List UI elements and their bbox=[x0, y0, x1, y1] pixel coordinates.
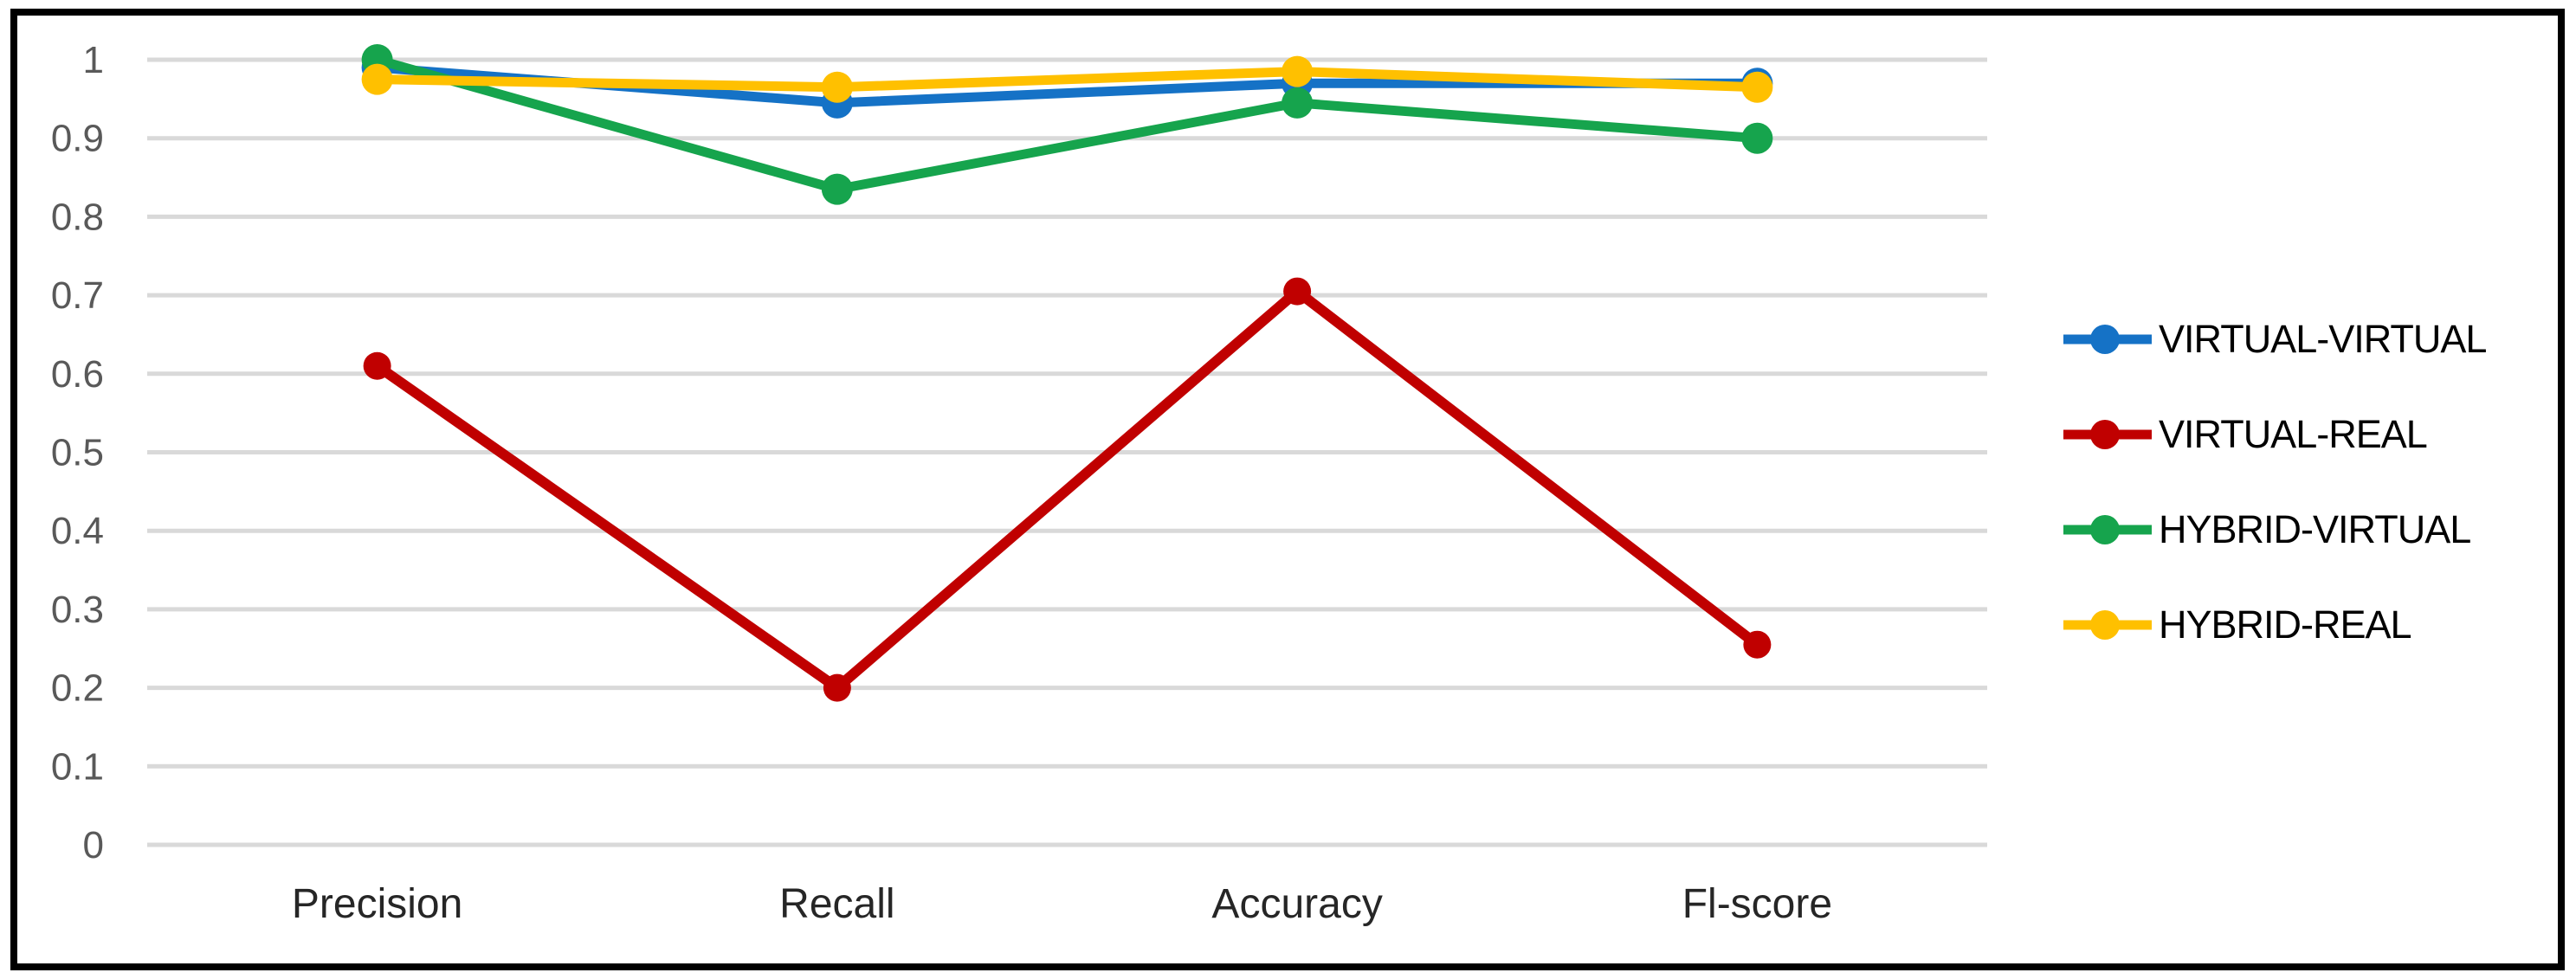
data-point-virtual-real-precision bbox=[363, 351, 391, 380]
legend-line-marker-icon bbox=[2063, 325, 2152, 354]
y-axis-tick-label: 0.3 bbox=[51, 589, 104, 631]
legend-item-hybrid-virtual: HYBRID-VIRTUAL bbox=[2063, 509, 2486, 551]
legend-item-virtual-virtual: VIRTUAL-VIRTUAL bbox=[2063, 317, 2487, 361]
y-axis-tick-label: 1 bbox=[83, 39, 104, 81]
legend-item-hybrid-real: HYBRID-REAL bbox=[2063, 604, 2486, 646]
y-axis-tick-label: 0.1 bbox=[51, 745, 104, 788]
data-point-hybrid-virtual-recall bbox=[821, 173, 853, 205]
y-axis-tick-label: 0.6 bbox=[51, 353, 104, 396]
data-point-hybrid-real-precision bbox=[361, 63, 393, 95]
data-point-hybrid-real-recall bbox=[821, 71, 853, 103]
x-axis-category-label: Recall bbox=[779, 881, 894, 927]
series-line-hybrid-virtual bbox=[372, 55, 1762, 195]
chart-legend: VIRTUAL-VIRTUAL VIRTUAL-REAL HYBRID-VIRT… bbox=[2063, 317, 2487, 646]
data-point-hybrid-real-accuracy bbox=[1282, 55, 1314, 87]
legend-label: HYBRID-VIRTUAL bbox=[2159, 507, 2471, 551]
series-line-virtual-real bbox=[371, 286, 1763, 693]
y-axis-tick-label: 0 bbox=[83, 824, 104, 866]
y-axis-tick-label: 0.4 bbox=[51, 510, 104, 552]
x-axis-category-label: Accuracy bbox=[1211, 881, 1382, 927]
legend-line-marker-icon bbox=[2063, 515, 2152, 544]
legend-item-virtual-real: VIRTUAL-REAL bbox=[2063, 414, 2486, 455]
x-axis-category-label: Fl-score bbox=[1682, 881, 1832, 927]
legend-line-marker-icon bbox=[2063, 610, 2152, 640]
legend-label: VIRTUAL-VIRTUAL bbox=[2159, 317, 2487, 361]
legend-label: VIRTUAL-REAL bbox=[2159, 412, 2428, 456]
data-point-hybrid-virtual-fl-score bbox=[1741, 122, 1773, 154]
x-axis-category-label: Precision bbox=[292, 881, 462, 927]
legend-label: HYBRID-REAL bbox=[2159, 602, 2412, 647]
y-axis-tick-label: 0.5 bbox=[51, 432, 104, 474]
data-point-hybrid-real-fl-score bbox=[1741, 71, 1773, 103]
legend-line-marker-icon bbox=[2063, 420, 2152, 449]
data-point-virtual-real-accuracy bbox=[1283, 277, 1312, 306]
data-point-virtual-real-recall bbox=[823, 673, 851, 702]
y-axis-tick-label: 0.9 bbox=[51, 118, 104, 160]
y-axis-tick-label: 0.7 bbox=[51, 274, 104, 317]
data-point-virtual-real-fl-score bbox=[1743, 630, 1772, 659]
y-axis-tick-label: 0.8 bbox=[51, 196, 104, 238]
data-point-hybrid-virtual-accuracy bbox=[1282, 87, 1314, 119]
y-axis-tick-label: 0.2 bbox=[51, 667, 104, 710]
series-line-hybrid-real bbox=[372, 67, 1762, 93]
